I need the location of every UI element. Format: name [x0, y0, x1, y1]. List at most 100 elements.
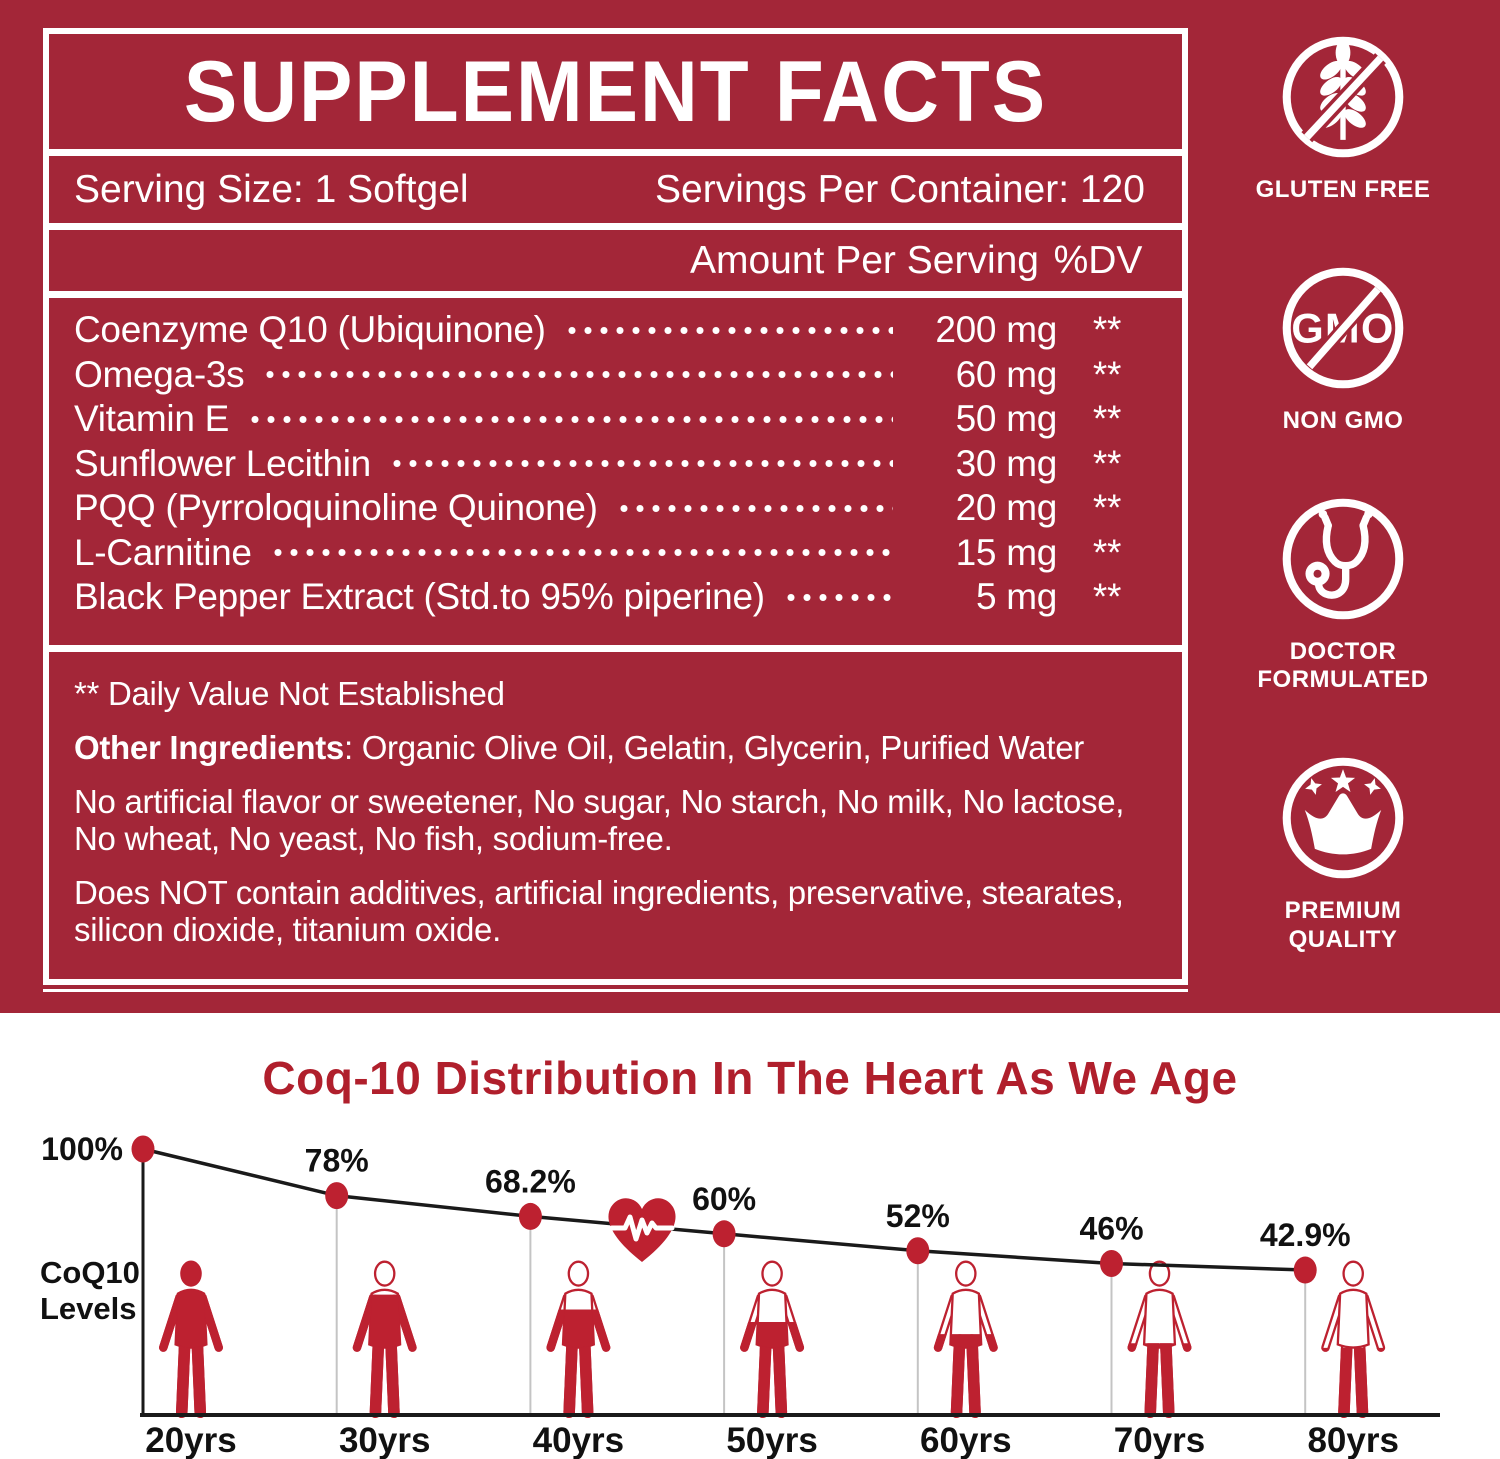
- badge-premium-quality: PREMIUM QUALITY: [1253, 751, 1433, 955]
- chart-section: Coq-10 Distribution In The Heart As We A…: [0, 1013, 1500, 1459]
- ingredient-name: Sunflower Lecithin: [74, 442, 371, 484]
- ingredient-name: PQQ (Pyrroloquinoline Quinone): [74, 487, 598, 529]
- dotted-leader: [258, 352, 893, 397]
- person-outline: [1132, 1262, 1187, 1413]
- ingredient-row: Black Pepper Extract (Std.to 95% piperin…: [74, 575, 1157, 620]
- point-label: 42.9%: [1260, 1217, 1351, 1253]
- ingredient-row: L-Carnitine 15 mg **: [74, 530, 1157, 575]
- wheat-crossed-icon: [1282, 36, 1404, 158]
- ingredient-dv: **: [1092, 353, 1122, 395]
- heart-pulse-icon: [608, 1198, 676, 1262]
- panel-title-section: SUPPLEMENT FACTS: [49, 34, 1182, 149]
- ingredient-name: Coenzyme Q10 (Ubiquinone): [74, 309, 546, 351]
- ingredient-dv: **: [1092, 531, 1122, 573]
- person-figure: [1132, 1262, 1187, 1413]
- point-label: 46%: [1079, 1210, 1143, 1246]
- point-label: 78%: [305, 1143, 369, 1179]
- ingredients-table: Coenzyme Q10 (Ubiquinone) 200 mg ** Omega-3…: [49, 298, 1182, 645]
- ingredient-row: Sunflower Lecithin 30 mg **: [74, 441, 1157, 486]
- point-label: 100%: [41, 1131, 123, 1167]
- ingredient-amount: 50 mg: [955, 398, 1058, 440]
- stethoscope-icon: [1282, 498, 1404, 619]
- badge-gluten-free: GLUTEN FREE: [1253, 30, 1433, 205]
- age-label: 40yrs: [533, 1421, 624, 1459]
- does-not-contain-note: Does NOT contain additives, artificial i…: [74, 873, 1124, 948]
- ecg-line: [609, 1214, 675, 1242]
- dotted-leader: [611, 486, 893, 531]
- ingredient-amount: 200 mg: [935, 309, 1057, 351]
- badge-label: NON GMO: [1282, 406, 1404, 434]
- badges-column: GLUTEN FREE GMO NON GMO: [1233, 30, 1453, 955]
- coq10-line-chart: 100% 78% 68.2% 60% 52% 46% 42.9% 20yrs 30yrs 40yr…: [40, 1131, 1440, 1459]
- data-point: [1100, 1249, 1123, 1277]
- data-point: [712, 1220, 736, 1248]
- person-figure: [163, 1262, 218, 1413]
- badge-label: PREMIUM QUALITY: [1284, 897, 1402, 953]
- data-point: [131, 1135, 155, 1163]
- other-ingredients-note: Other Ingredients: Organic Olive Oil, Ge…: [74, 728, 1157, 767]
- ingredient-row: Omega-3s 60 mg **: [74, 352, 1157, 397]
- separator: [49, 149, 1182, 156]
- serving-row: Serving Size: 1 Softgel Servings Per Con…: [49, 156, 1182, 223]
- ingredient-amount: 30 mg: [955, 442, 1058, 484]
- dotted-leader: [384, 441, 893, 486]
- ingredient-dv: **: [1092, 398, 1122, 440]
- no-artificial-note: No artificial flavor or sweetener, No su…: [74, 782, 1125, 857]
- age-label: 60yrs: [920, 1421, 1011, 1459]
- person-outline: [1325, 1262, 1380, 1413]
- ingredient-dv: **: [1092, 576, 1122, 618]
- supplement-facts-panel: SUPPLEMENT FACTS Serving Size: 1 Softgel…: [43, 28, 1188, 992]
- gmo-crossed-icon: GMO: [1282, 267, 1404, 389]
- age-label: 50yrs: [726, 1421, 817, 1459]
- person-figure: [551, 1262, 606, 1413]
- ingredient-row: Vitamin E 50 mg **: [74, 397, 1157, 442]
- dotted-leader: [559, 308, 893, 353]
- ingredient-name: L-Carnitine: [74, 531, 252, 573]
- age-label: 80yrs: [1307, 1421, 1398, 1459]
- table-header-row: Amount Per Serving %DV: [49, 230, 1182, 291]
- separator: [49, 645, 1182, 652]
- other-ingredients-text: : Organic Olive Oil, Gelatin, Glycerin, …: [343, 728, 1084, 766]
- ingredient-amount: 20 mg: [955, 487, 1058, 529]
- ingredient-amount: 60 mg: [955, 353, 1058, 395]
- data-point: [518, 1202, 542, 1230]
- other-ingredients-label: Other Ingredients: [74, 728, 344, 766]
- dotted-leader: [778, 575, 893, 620]
- point-label: 60%: [692, 1181, 756, 1217]
- person-fill: [163, 1262, 218, 1413]
- separator: [49, 291, 1182, 298]
- data-point: [906, 1237, 930, 1265]
- person-figure: [1325, 1262, 1380, 1413]
- dotted-leader: [242, 397, 893, 442]
- chart-title: Coq-10 Distribution In The Heart As We A…: [262, 1052, 1238, 1104]
- person-figure: [744, 1262, 799, 1413]
- ingredient-name: Omega-3s: [74, 353, 245, 395]
- ingredient-dv: **: [1092, 309, 1122, 351]
- servings-per-container: Servings Per Container: 120: [655, 167, 1145, 211]
- footnotes-section: ** Daily Value Not Established Other Ing…: [49, 652, 1182, 949]
- ingredient-row: PQQ (Pyrroloquinoline Quinone) 20 mg **: [74, 486, 1157, 531]
- data-point: [1293, 1256, 1317, 1284]
- panel-title: SUPPLEMENT FACTS: [183, 42, 1048, 140]
- ingredient-name: Black Pepper Extract (Std.to 95% piperin…: [74, 576, 765, 618]
- daily-value-note: ** Daily Value Not Established: [74, 675, 505, 712]
- y-axis-label: CoQ10 Levels: [40, 1255, 140, 1326]
- ingredient-dv: **: [1092, 442, 1122, 484]
- person-figure: [938, 1262, 993, 1413]
- age-label: 20yrs: [145, 1421, 236, 1459]
- ingredient-amount: 15 mg: [955, 531, 1058, 573]
- amount-per-serving-header: Amount Per Serving: [689, 238, 1039, 282]
- point-label: 68.2%: [485, 1163, 576, 1199]
- badge-non-gmo: GMO NON GMO: [1253, 261, 1433, 436]
- crown-stars-icon: [1282, 757, 1404, 879]
- badge-label: DOCTOR FORMULATED: [1257, 637, 1429, 694]
- person-figure: [357, 1262, 412, 1413]
- data-point: [325, 1182, 349, 1210]
- dv-header: %DV: [1053, 238, 1143, 282]
- badge-label: GLUTEN FREE: [1255, 176, 1431, 203]
- ingredient-amount: 5 mg: [975, 576, 1057, 618]
- point-label: 52%: [886, 1198, 950, 1234]
- badge-doctor-formulated: DOCTOR FORMULATED: [1253, 492, 1433, 696]
- serving-size: Serving Size: 1 Softgel: [74, 167, 469, 211]
